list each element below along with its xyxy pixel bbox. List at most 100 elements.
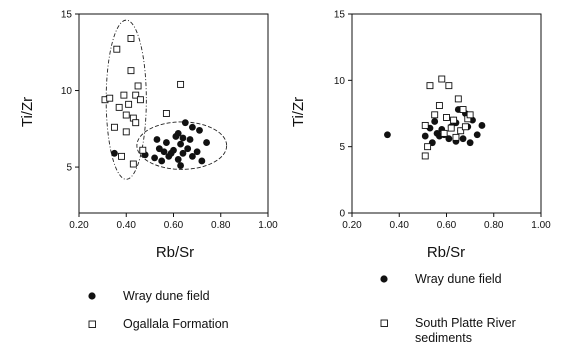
y-axis-label: Ti/Zr [19,97,36,127]
data-point-open-square [127,67,135,75]
data-point-open-square [122,111,130,119]
grouping-ellipse [105,19,147,180]
data-point-filled-circle [473,131,481,139]
data-point-open-square [125,100,133,108]
data-point-open-square [162,110,170,117]
y-tick-label: 10 [61,86,73,97]
data-point-open-square [454,95,462,103]
data-point-open-square [445,82,453,90]
data-point-open-square [440,129,448,137]
data-point-filled-circle [478,122,486,129]
data-point-filled-circle [179,149,187,157]
legend-label: South Platte River [415,316,516,330]
data-point-filled-circle [196,126,203,134]
legend-marker-open-square [380,319,388,327]
y-tick-label: 15 [334,10,346,21]
data-point-open-square [136,96,144,104]
y-tick-label: 10 [334,76,346,87]
data-point-filled-circle [181,119,189,127]
data-point-filled-circle [459,135,467,143]
data-point-filled-circle [198,157,206,165]
data-point-filled-circle [179,134,187,142]
data-point-filled-circle [384,131,391,139]
legend-label: Ogallala Formation [123,317,229,331]
data-point-open-square [421,121,429,129]
data-point-filled-circle [445,135,453,143]
data-point-filled-circle [163,139,170,146]
grouping-ellipse [136,121,228,170]
data-point-open-square [457,127,465,135]
x-axis-label: Rb/Sr [427,244,465,261]
data-point-open-square [466,111,474,119]
data-point-open-square [120,91,128,99]
data-point-filled-circle [177,140,184,148]
data-point-filled-circle [170,146,177,154]
data-point-filled-circle [193,148,201,156]
x-tick-label: 0.80 [211,220,231,231]
data-point-open-square [122,128,130,136]
y-tick-label: 15 [61,10,73,21]
data-point-open-square [115,103,123,111]
data-point-filled-circle [177,162,184,169]
data-point-filled-circle [153,136,161,143]
data-point-open-square [447,124,455,132]
data-point-open-square [110,123,118,131]
data-point-filled-circle [203,139,210,146]
data-point-open-square [424,143,432,151]
data-point-open-square [461,123,469,131]
y-tick-label: 5 [339,142,345,153]
x-tick-label: 0.60 [164,220,184,231]
data-point-filled-circle [174,130,182,137]
data-point-filled-circle [186,136,194,143]
x-tick-label: 0.60 [437,220,457,231]
legend-label: Wray dune field [123,289,210,303]
legend-label-line2: sediments [415,331,472,345]
data-point-filled-circle [421,132,429,140]
data-point-open-square [132,119,140,127]
data-point-open-square [106,94,114,102]
y-tick-label: 5 [66,163,72,174]
x-tick-label: 0.20 [69,220,89,231]
data-point-open-square [421,152,429,160]
x-axis-label: Rb/Sr [156,244,194,261]
data-point-filled-circle [160,148,168,156]
data-point-open-square [452,133,460,141]
data-point-open-square [443,114,450,121]
data-point-filled-circle [189,123,196,131]
data-point-filled-circle [158,157,166,165]
data-point-open-square [113,45,121,53]
x-tick-label: 0.40 [117,220,137,231]
legend-1: Wray dune field Ogallala Formation [88,289,229,331]
data-point-open-square [435,102,443,109]
data-point-filled-circle [189,152,196,160]
legend-2: Wray dune field South Platte Riversedimen… [380,272,516,345]
x-tick-label: 1.00 [531,220,551,231]
data-point-open-square [129,160,137,168]
data-point-open-square [127,35,135,42]
legend-marker-open-square [88,320,96,328]
chart-panel-1: 0.20 0.40 0.60 0.80 1.00 5 10 15 Rb/Sr Ti/Zr [19,10,278,262]
data-point-open-square [459,106,467,113]
data-point-open-square [450,116,458,124]
x-tick-label: 0.80 [484,220,504,231]
data-point-filled-circle [111,149,118,157]
data-point-open-square [426,82,434,90]
chart-panel-2: 0.20 0.40 0.60 0.80 1.00 0 5 10 15 Rb/Sr Ti/Zr [290,10,551,262]
data-point-filled-circle [466,139,474,147]
plot-frame [78,13,269,214]
data-point-open-square [118,152,125,160]
data-point-open-square [438,75,446,83]
data-point-open-square [177,80,185,88]
legend-marker-filled-circle [380,275,388,283]
x-tick-label: 0.40 [390,220,410,231]
data-point-filled-circle [184,145,192,153]
y-tick-label: 0 [339,209,345,220]
x-tick-label: 0.20 [342,220,362,231]
data-point-filled-circle [151,154,159,162]
data-point-filled-circle [431,118,439,125]
y-axis-label: Ti/Zr [290,97,307,127]
plot-frame [351,13,542,214]
data-point-open-square [132,91,140,99]
data-point-open-square [134,82,142,90]
